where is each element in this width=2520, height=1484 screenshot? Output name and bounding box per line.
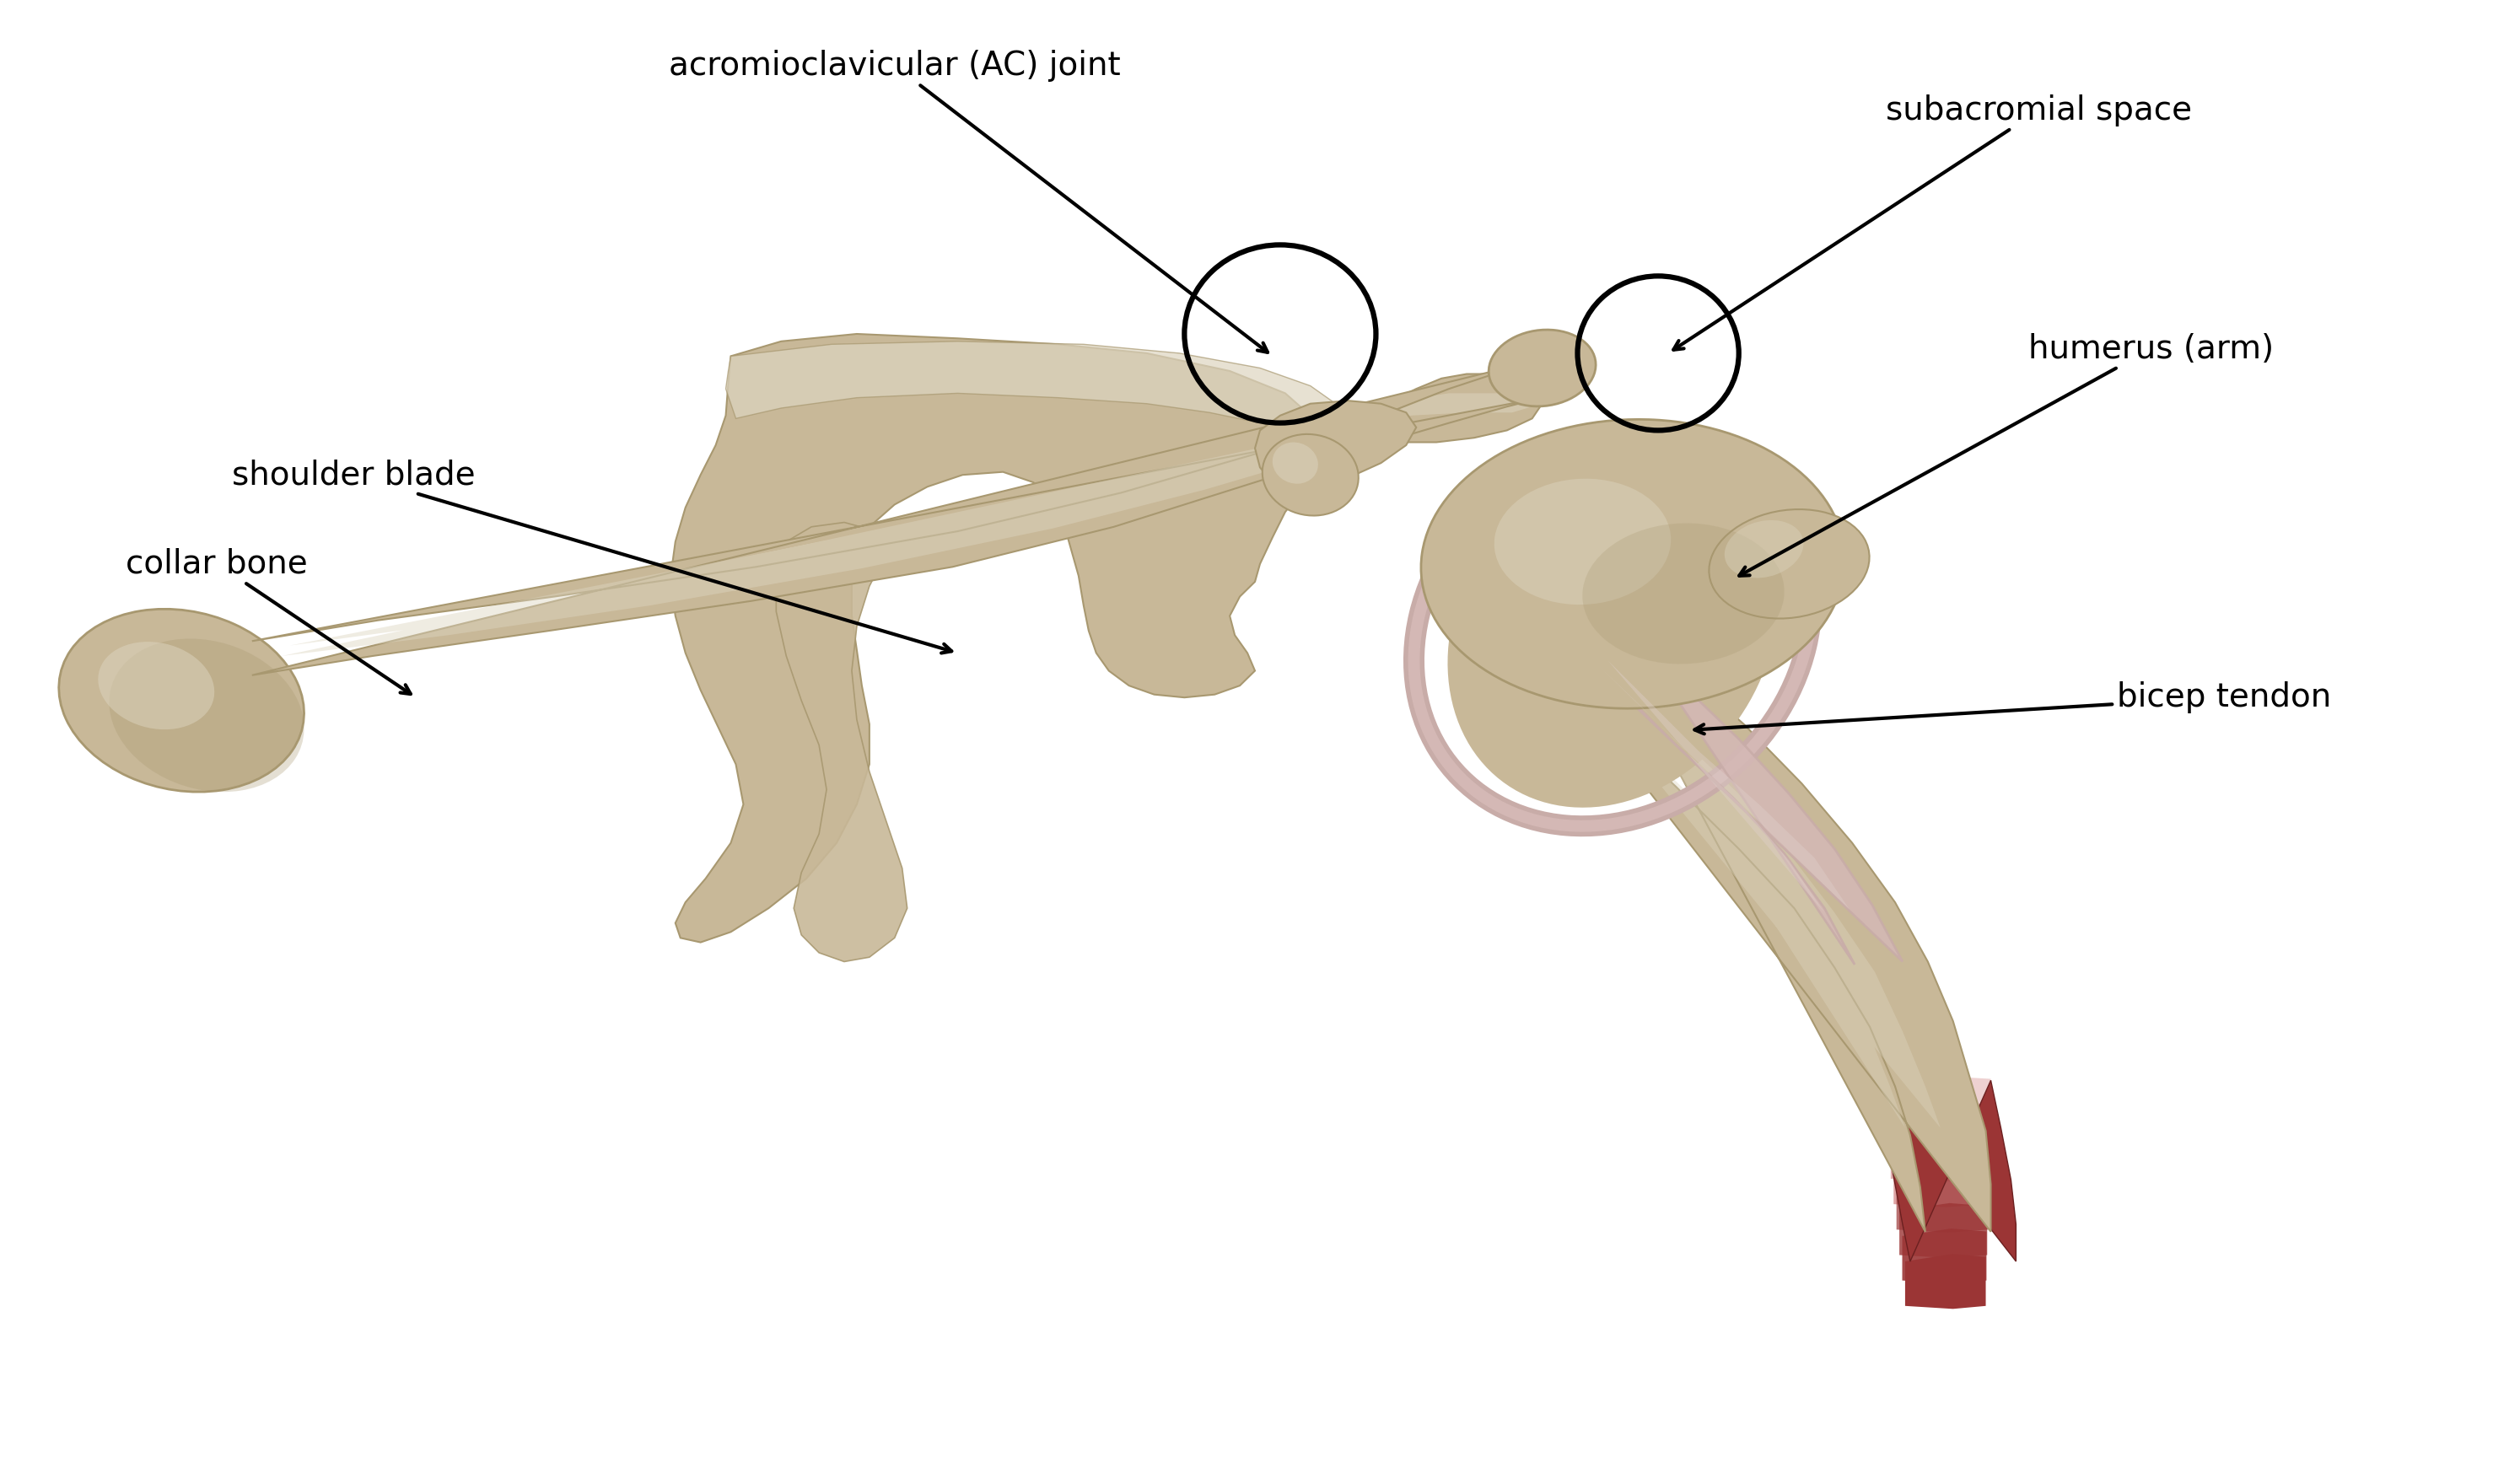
Ellipse shape	[1489, 329, 1595, 407]
Polygon shape	[670, 334, 1331, 942]
Polygon shape	[1361, 393, 1532, 418]
Ellipse shape	[1263, 435, 1358, 515]
Text: collar bone: collar bone	[126, 548, 411, 695]
Ellipse shape	[1446, 454, 1779, 807]
Polygon shape	[1898, 1178, 1988, 1233]
Ellipse shape	[1273, 442, 1318, 484]
Ellipse shape	[1724, 521, 1804, 577]
Polygon shape	[1890, 1126, 1988, 1181]
Text: subacromial space: subacromial space	[1673, 93, 2192, 350]
Ellipse shape	[1421, 420, 1845, 708]
Polygon shape	[776, 522, 907, 962]
Polygon shape	[1583, 641, 1903, 965]
Polygon shape	[1900, 1204, 1988, 1258]
Polygon shape	[1885, 1076, 1991, 1131]
Polygon shape	[1905, 1254, 1986, 1309]
Ellipse shape	[1583, 524, 1784, 663]
Text: humerus (arm): humerus (arm)	[1739, 332, 2273, 576]
Polygon shape	[1583, 680, 1940, 1128]
Polygon shape	[1903, 1229, 1986, 1284]
Text: acromioclavicular (AC) joint: acromioclavicular (AC) joint	[668, 49, 1268, 352]
Polygon shape	[1877, 1080, 2016, 1261]
Ellipse shape	[98, 641, 214, 730]
Polygon shape	[1331, 374, 1542, 442]
Ellipse shape	[1494, 479, 1671, 604]
Ellipse shape	[1709, 509, 1870, 619]
Ellipse shape	[58, 608, 305, 792]
Polygon shape	[252, 359, 1542, 675]
Polygon shape	[1598, 660, 1850, 913]
Polygon shape	[1893, 1152, 1988, 1206]
Ellipse shape	[108, 638, 305, 792]
Polygon shape	[1255, 401, 1416, 493]
Text: bicep tendon: bicep tendon	[1693, 681, 2331, 735]
Polygon shape	[726, 341, 1348, 438]
Polygon shape	[1562, 611, 1991, 1232]
Polygon shape	[1887, 1101, 1991, 1156]
Text: shoulder blade: shoulder blade	[232, 459, 953, 653]
Polygon shape	[282, 416, 1411, 656]
